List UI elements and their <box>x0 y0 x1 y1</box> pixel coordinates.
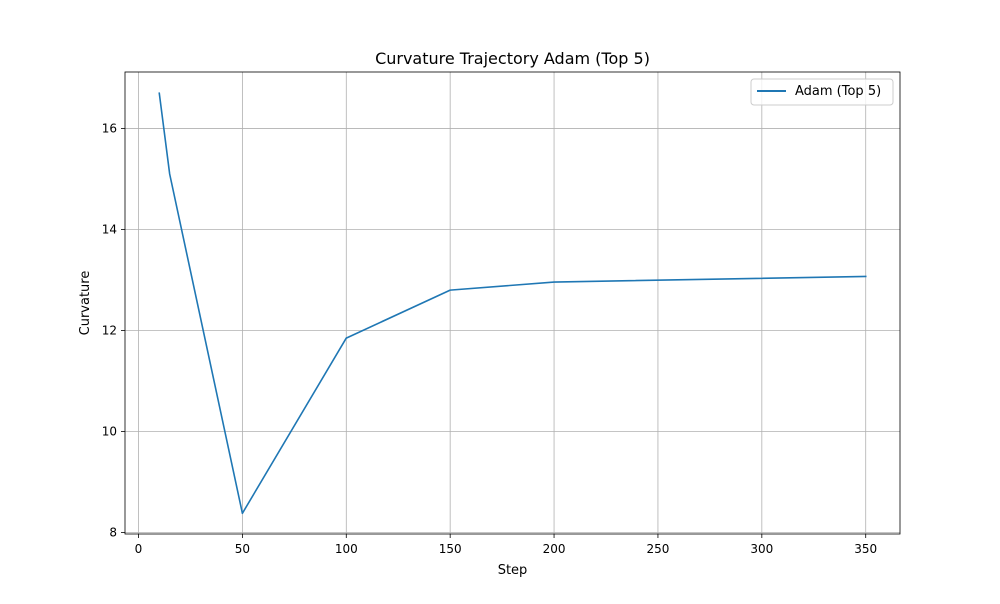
y-tick-label: 12 <box>102 324 117 338</box>
plot-frame <box>124 71 901 535</box>
y-tick-label: 10 <box>102 425 117 439</box>
x-tick-label: 350 <box>854 542 877 556</box>
x-tick-label: 50 <box>235 542 250 556</box>
y-tick-label: 8 <box>109 525 117 539</box>
x-tick-label: 0 <box>135 542 143 556</box>
x-tick-label: 300 <box>750 542 773 556</box>
series-line <box>158 92 867 515</box>
y-tick-label: 14 <box>102 223 117 237</box>
x-tick-label: 250 <box>646 542 669 556</box>
y-axis-label: Curvature <box>78 271 93 336</box>
chart-title: Curvature Trajectory Adam (Top 5) <box>375 49 650 68</box>
x-tick-label: 100 <box>335 542 358 556</box>
y-tick-label: 16 <box>102 122 117 136</box>
legend-box <box>750 78 894 106</box>
x-tick-label: 200 <box>543 542 566 556</box>
x-tick-label: 150 <box>439 542 462 556</box>
ticks: 0 50 100 150 200 250 300 350 8 10 12 14 16 <box>102 122 877 556</box>
legend-label: Adam (Top 5) <box>795 84 881 99</box>
series-layer <box>158 92 867 515</box>
grid <box>125 72 900 534</box>
legend: Adam (Top 5) <box>750 78 894 106</box>
x-axis-label: Step <box>498 563 528 578</box>
